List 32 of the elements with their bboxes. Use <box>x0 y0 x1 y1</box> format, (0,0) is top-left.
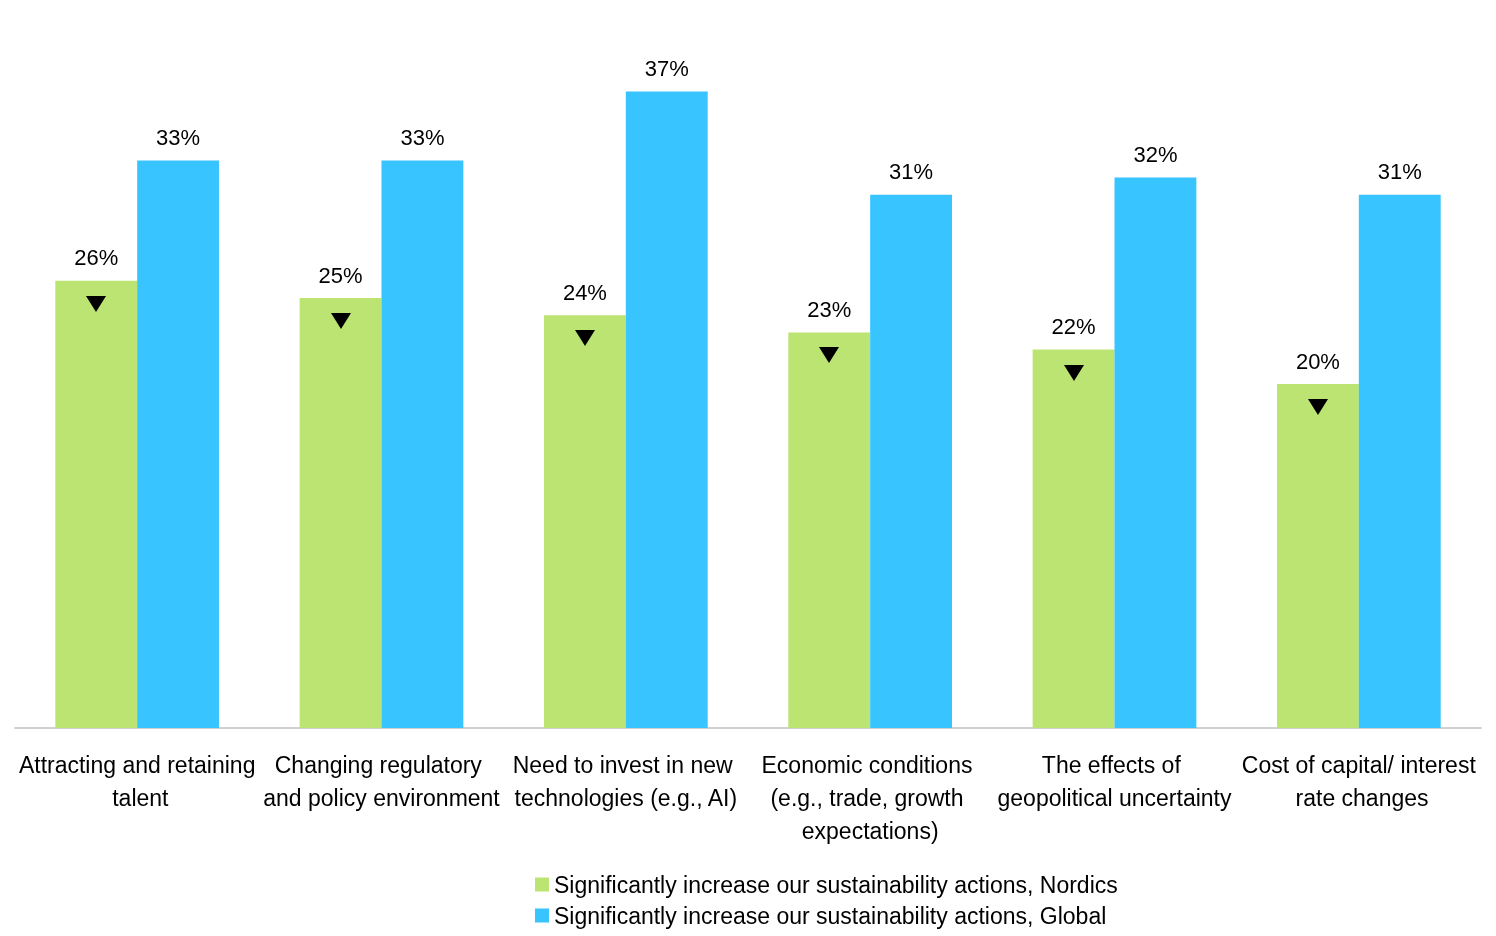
x-tick-label: Attracting and retaining talent <box>18 751 256 811</box>
data-label: 31% <box>889 159 934 185</box>
bar <box>381 160 464 728</box>
legend-label: Significantly increase our sustainability actions, Nordics <box>554 871 1118 898</box>
data-label: 31% <box>1377 159 1422 185</box>
x-tick-label: Cost of capital/ interest rate changes <box>1241 751 1477 811</box>
data-label: 20% <box>1295 348 1340 374</box>
bar <box>55 280 138 728</box>
bar <box>299 298 382 728</box>
bar <box>625 91 708 728</box>
data-label: 33% <box>400 124 445 150</box>
data-label: 23% <box>807 296 852 322</box>
bar <box>543 315 626 728</box>
legend-label: Significantly increase our sustainability actions, Global <box>554 902 1107 929</box>
x-tick-label: Need to invest in new technologies (e.g., AI) <box>512 751 739 811</box>
data-label: 25% <box>318 262 363 288</box>
data-label: 32% <box>1133 142 1178 168</box>
bar <box>1276 384 1359 728</box>
x-tick-label: Economic conditions (e.g., trade, growth expectations) <box>761 751 979 844</box>
bar <box>1114 177 1197 728</box>
data-label: 37% <box>644 56 689 82</box>
bar <box>1032 349 1115 728</box>
bar <box>137 160 220 728</box>
bar <box>788 332 871 728</box>
x-tick-label: Changing regulatory and policy environment <box>263 751 501 811</box>
data-label: 33% <box>156 124 201 150</box>
data-label: 26% <box>74 245 119 271</box>
data-label: 24% <box>562 279 607 305</box>
x-tick-label: The effects of geopolitical uncertainty <box>997 751 1232 811</box>
bar <box>1358 194 1441 728</box>
data-label: 22% <box>1051 314 1096 340</box>
bar <box>870 194 953 728</box>
